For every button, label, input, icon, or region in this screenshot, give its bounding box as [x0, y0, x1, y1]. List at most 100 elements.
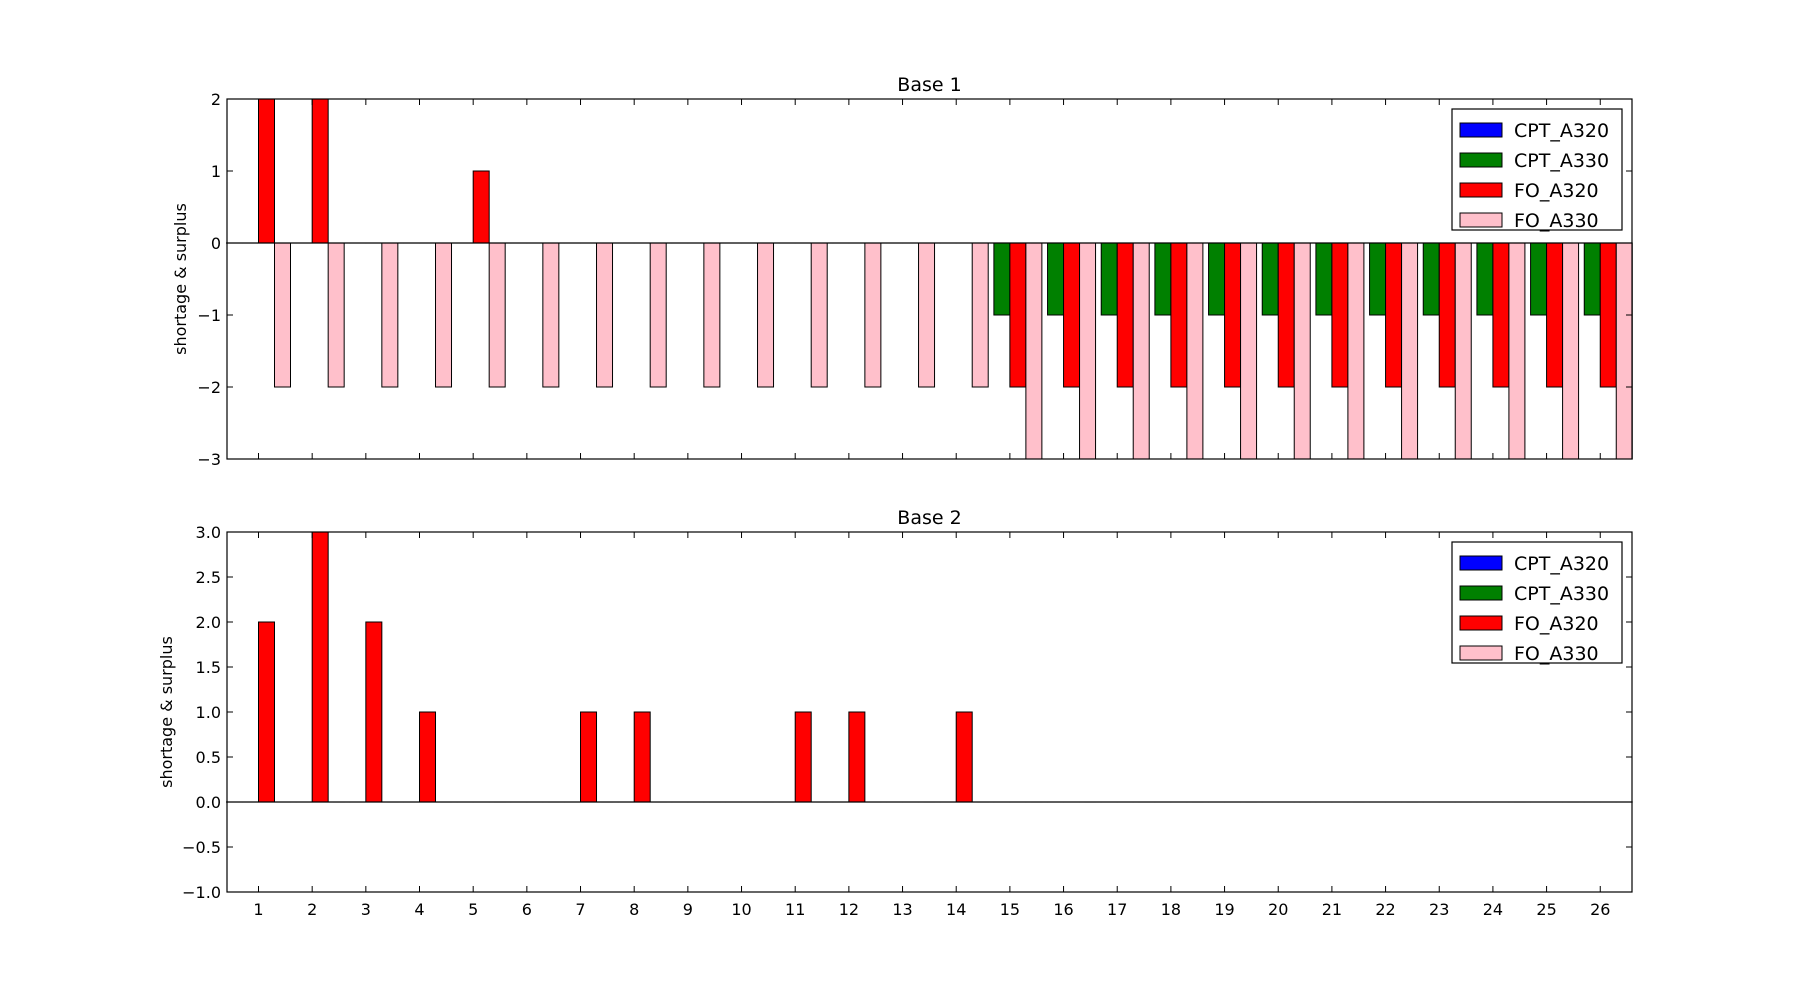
x-tick-label: 21 — [1322, 900, 1342, 919]
bar-fo-a330-15 — [1025, 242, 1043, 460]
x-tick-label: 15 — [1000, 900, 1020, 919]
bar-fo-a320-20 — [1277, 242, 1295, 388]
bar-fo-a330-20 — [1293, 242, 1311, 460]
legend: CPT_A320 CPT_A330 FO_A320 FO_A330 — [1451, 541, 1623, 665]
bar-fo-a320-11 — [794, 711, 812, 803]
bar-fo-a320-24 — [1492, 242, 1510, 388]
y-tick-label: 0.5 — [196, 748, 221, 767]
legend-swatch-cpt-a320 — [1459, 555, 1503, 571]
bar-fo-a320-23 — [1438, 242, 1456, 388]
x-tick-label: 4 — [414, 900, 424, 919]
x-tick-label: 11 — [785, 900, 805, 919]
bar-fo-a330-17 — [1132, 242, 1150, 460]
x-tick-label: 5 — [468, 900, 478, 919]
bar-fo-a330-26 — [1615, 242, 1633, 460]
bar-fo-a330-23 — [1454, 242, 1472, 460]
axes-frame — [226, 98, 1633, 460]
y-axis-label: shortage & surplus — [157, 636, 176, 788]
bar-fo-a320-16 — [1063, 242, 1081, 388]
legend-label-cpt-a330: CPT_A330 — [1514, 583, 1609, 605]
legend-swatch-cpt-a320 — [1459, 122, 1503, 138]
bar-fo-a330-19 — [1240, 242, 1258, 460]
bar-fo-a330-1 — [274, 242, 291, 388]
chart-panel-base-1: Base 1 shortage & surplus 2 1 0 −1 −2 −3 CPT_A… — [171, 74, 1633, 469]
y-tick-label: 0.0 — [196, 793, 221, 812]
legend-label-cpt-a320: CPT_A320 — [1514, 553, 1609, 575]
bar-fo-a330-9 — [703, 242, 721, 388]
x-tick-label: 10 — [731, 900, 751, 919]
bar-fo-a330-6 — [542, 242, 560, 388]
x-tick-label: 8 — [629, 900, 639, 919]
y-axis-label: shortage & surplus — [171, 203, 190, 355]
x-tick-label: 25 — [1536, 900, 1556, 919]
bar-fo-a330-11 — [810, 242, 828, 388]
bar-fo-a320-1 — [258, 98, 275, 244]
legend-swatch-fo-a320 — [1459, 615, 1503, 631]
bar-cpt-a330-21 — [1315, 242, 1333, 316]
bar-cpt-a330-20 — [1261, 242, 1279, 316]
bar-fo-a320-18 — [1170, 242, 1188, 388]
legend-swatch-cpt-a330 — [1459, 585, 1503, 601]
bar-fo-a330-12 — [864, 242, 882, 388]
x-tick-label: 22 — [1375, 900, 1395, 919]
bar-fo-a330-10 — [757, 242, 775, 388]
bar-fo-a330-18 — [1186, 242, 1204, 460]
bar-fo-a330-8 — [649, 242, 667, 388]
x-tick-label: 3 — [361, 900, 371, 919]
y-tick-label: 1.5 — [196, 658, 221, 677]
y-tick-label: 3.0 — [196, 523, 221, 542]
chart-panel-base-2: Base 2 shortage & surplus 3.0 2.5 2.0 1.5 1.… — [157, 507, 1633, 919]
legend: CPT_A320 CPT_A330 FO_A320 FO_A330 — [1451, 108, 1623, 232]
bar-fo-a320-2 — [311, 531, 329, 803]
bar-fo-a330-2 — [327, 242, 345, 388]
bar-fo-a330-22 — [1401, 242, 1419, 460]
bar-fo-a320-7 — [580, 711, 598, 803]
y-tick-label: 1 — [211, 162, 221, 181]
x-tick-label: 12 — [839, 900, 859, 919]
bar-fo-a320-5 — [472, 170, 490, 244]
x-tick-label: 16 — [1053, 900, 1073, 919]
y-tick-label: 2.0 — [196, 613, 221, 632]
bar-cpt-a330-25 — [1530, 242, 1548, 316]
legend-label-cpt-a330: CPT_A330 — [1514, 150, 1609, 172]
x-tick-label: 19 — [1214, 900, 1234, 919]
bar-cpt-a330-16 — [1047, 242, 1065, 316]
x-tick-label: 7 — [575, 900, 585, 919]
x-tick-label: 18 — [1161, 900, 1181, 919]
bar-fo-a330-21 — [1347, 242, 1365, 460]
bar-cpt-a330-26 — [1583, 242, 1601, 316]
bar-fo-a320-4 — [419, 711, 437, 803]
bar-cpt-a330-22 — [1369, 242, 1387, 316]
bar-fo-a330-5 — [488, 242, 506, 388]
bar-fo-a320-19 — [1224, 242, 1242, 388]
legend-label-cpt-a320: CPT_A320 — [1514, 120, 1609, 142]
bar-fo-a320-22 — [1385, 242, 1403, 388]
bar-fo-a320-15 — [1009, 242, 1027, 388]
x-tick-label: 14 — [946, 900, 966, 919]
x-tick-label: 23 — [1429, 900, 1449, 919]
x-tick-label: 2 — [307, 900, 317, 919]
bar-fo-a320-8 — [633, 711, 651, 803]
legend-label-fo-a320: FO_A320 — [1514, 180, 1599, 202]
legend-swatch-fo-a330 — [1459, 212, 1503, 228]
bar-fo-a320-14 — [955, 711, 973, 803]
bar-fo-a330-16 — [1079, 242, 1097, 460]
bars — [226, 98, 1633, 460]
bar-cpt-a330-15 — [993, 242, 1011, 316]
chart-title: Base 2 — [897, 507, 961, 529]
legend-label-fo-a330: FO_A330 — [1514, 210, 1599, 232]
bar-fo-a330-3 — [381, 242, 399, 388]
x-tick-label: 9 — [683, 900, 693, 919]
bar-cpt-a330-19 — [1208, 242, 1226, 316]
bar-fo-a330-4 — [435, 242, 453, 388]
bar-fo-a320-3 — [365, 621, 383, 803]
axes-frame — [226, 531, 1633, 893]
x-tick-label: 1 — [253, 900, 263, 919]
x-tick-label: 26 — [1590, 900, 1610, 919]
chart-title: Base 1 — [897, 74, 961, 96]
bar-fo-a330-25 — [1562, 242, 1580, 460]
x-tick-label: 6 — [522, 900, 532, 919]
bar-cpt-a330-17 — [1100, 242, 1118, 316]
bar-fo-a330-14 — [971, 242, 989, 388]
